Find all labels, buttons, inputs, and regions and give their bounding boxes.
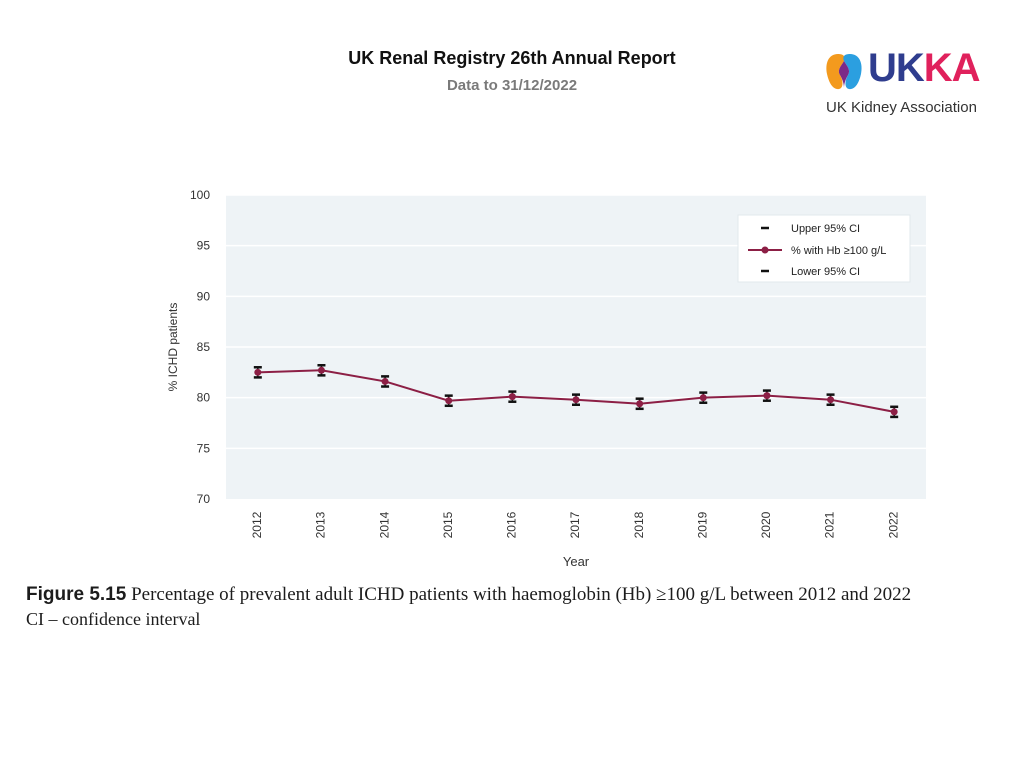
y-tick-label: 80 [197,391,211,405]
figure-caption-text: Percentage of prevalent adult ICHD patie… [131,584,912,605]
x-tick-label: 2015 [441,511,455,538]
legend-label-upper-ci: Upper 95% CI [791,223,860,235]
y-tick-label: 70 [197,492,211,506]
x-tick-label: 2022 [886,511,900,538]
data-point [381,377,389,385]
x-axis-label: Year [563,554,590,569]
data-point [254,368,262,376]
x-tick-label: 2019 [695,511,709,538]
ukka-logo: UKKA UK Kidney Association [824,46,996,122]
y-tick-label: 85 [197,340,211,354]
logo-wordmark: UKKA [868,46,981,91]
x-tick-label: 2013 [314,511,328,538]
data-point [827,396,835,404]
data-point [317,366,325,374]
x-tick-label: 2017 [568,511,582,538]
x-tick-label: 2012 [250,511,264,538]
logo-word-ka: KA [923,46,981,90]
data-point [763,392,771,400]
data-point [636,400,644,408]
logo-tagline: UK Kidney Association [826,99,977,116]
logo-word-uk: UK [868,46,925,90]
data-point [572,396,580,404]
y-tick-label: 95 [197,239,211,253]
y-tick-label: 75 [197,441,211,455]
report-subtitle: Data to 31/12/2022 [446,77,578,94]
x-tick-label: 2016 [505,511,519,538]
figure-label: Figure 5.15 [26,584,127,605]
kidney-icon [826,54,862,90]
data-point [699,394,707,402]
hb-trend-chart: 70 75 80 85 90 95 100 2012 2013 2014 2015 2016 2017 2… [166,188,926,569]
x-tick-label: 2014 [377,511,391,538]
y-axis-label: % ICHD patients [166,303,180,392]
y-tick-label: 100 [190,188,210,202]
legend-series-point-swatch [761,246,769,254]
figure-note: CI – confidence interval [26,609,201,629]
data-point [890,408,898,416]
x-tick-label: 2020 [759,511,773,538]
x-tick-label: 2021 [823,511,837,538]
report-title: UK Renal Registry 26th Annual Report [348,48,676,68]
data-point [445,397,453,405]
figure-caption: Figure 5.15 Percentage of prevalent adul… [26,584,911,606]
y-tick-label: 90 [197,289,211,303]
x-tick-label: 2018 [632,511,646,538]
data-point [508,393,516,401]
legend-label-series: % with Hb ≥100 g/L [791,245,886,257]
legend-label-lower-ci: Lower 95% CI [791,266,860,278]
